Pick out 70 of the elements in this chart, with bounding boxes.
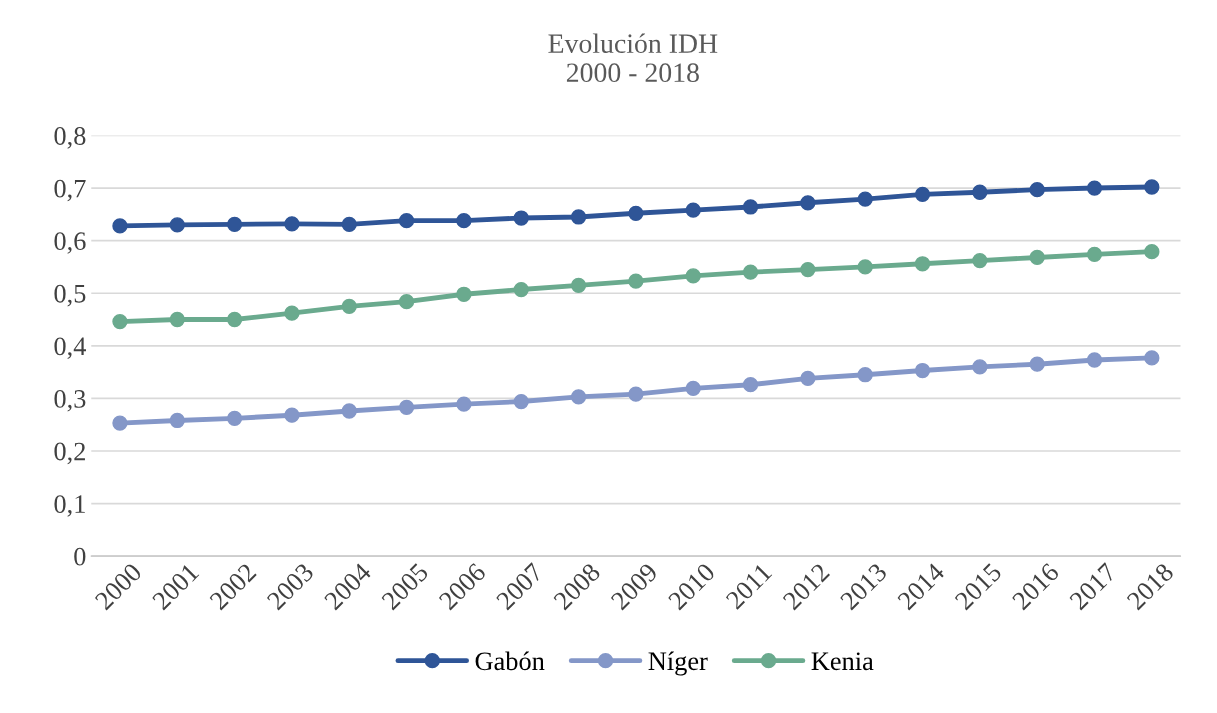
point [1086, 246, 1103, 262]
point [1086, 180, 1103, 196]
point [169, 311, 185, 328]
chart-title: Evolución IDH 2000 - 2018 [548, 33, 718, 83]
point [398, 213, 415, 229]
point [456, 396, 472, 412]
point [1029, 249, 1045, 266]
point [685, 380, 701, 397]
y-tick-label: 0,4 [54, 337, 86, 360]
point [1144, 179, 1160, 195]
point [685, 268, 701, 284]
point [972, 252, 988, 269]
point [857, 367, 873, 383]
point [169, 412, 185, 429]
y-tick-label: 0,5 [54, 284, 86, 307]
y-tick-label: 0,3 [54, 390, 86, 412]
point [570, 389, 587, 405]
point [857, 259, 873, 275]
point [112, 415, 128, 431]
point [857, 191, 873, 207]
point [685, 202, 701, 218]
point [169, 217, 185, 233]
point [284, 305, 300, 321]
point [628, 273, 644, 289]
point [628, 205, 644, 221]
y-tick-label: 0,1 [54, 495, 85, 517]
point [800, 261, 816, 278]
point [226, 216, 243, 232]
point [914, 256, 931, 272]
point [456, 213, 472, 229]
y-tick-label: 0 [74, 547, 86, 566]
point [513, 281, 529, 298]
point [284, 216, 300, 232]
point [570, 277, 587, 293]
point [398, 399, 415, 415]
y-tick-label: 0,6 [54, 232, 86, 254]
point [398, 293, 415, 310]
point [570, 209, 587, 225]
point [112, 218, 128, 234]
point [742, 264, 759, 280]
y-tick-label: 0,2 [54, 442, 85, 465]
point [341, 216, 357, 232]
point [226, 311, 243, 328]
point [800, 370, 816, 387]
legend-label: Gabón [475, 651, 545, 671]
point [513, 393, 529, 410]
point [1029, 181, 1045, 198]
point [513, 210, 529, 226]
legend-label: Kenia [811, 652, 874, 671]
point [1029, 356, 1045, 372]
point [972, 184, 988, 200]
point [628, 386, 644, 402]
point [341, 298, 357, 315]
legend-label: Níger [648, 651, 708, 676]
point [341, 403, 357, 419]
point [1086, 352, 1103, 368]
point [1144, 350, 1160, 366]
point [800, 195, 816, 211]
point [742, 377, 759, 393]
point [914, 362, 931, 379]
point [1144, 244, 1160, 260]
point [742, 199, 759, 215]
y-tick-label: 0,8 [54, 127, 86, 149]
point [112, 313, 128, 330]
point [456, 286, 472, 302]
point [284, 407, 300, 423]
point [226, 410, 243, 427]
point [914, 186, 931, 203]
point [972, 359, 988, 375]
y-tick-label: 0,7 [54, 179, 86, 202]
